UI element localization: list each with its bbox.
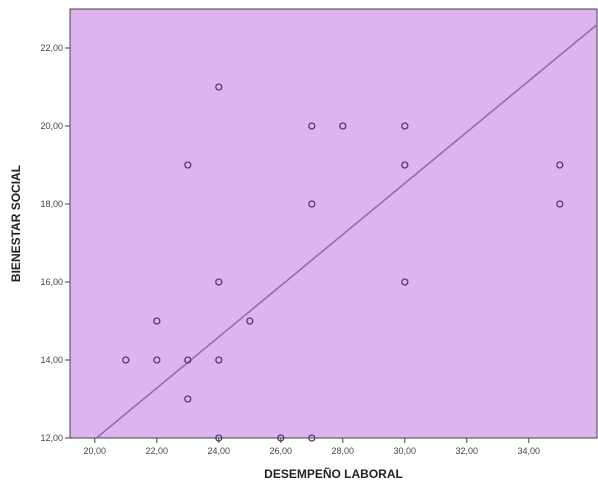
data-point xyxy=(401,122,409,130)
y-tick-label: 12,00 xyxy=(40,433,63,443)
data-point xyxy=(122,356,130,364)
y-tick-label: 18,00 xyxy=(40,199,63,209)
fit-line xyxy=(95,23,598,439)
data-point xyxy=(153,317,161,325)
data-point xyxy=(401,161,409,169)
x-tick-label: 20,00 xyxy=(84,446,107,456)
data-point xyxy=(184,395,192,403)
data-point xyxy=(215,356,223,364)
data-point xyxy=(401,278,409,286)
data-point xyxy=(308,434,316,442)
x-tick-label: 28,00 xyxy=(332,446,355,456)
data-point xyxy=(308,200,316,208)
data-point xyxy=(184,356,192,364)
x-tick-label: 26,00 xyxy=(270,446,293,456)
data-point xyxy=(215,83,223,91)
x-tick-label: 30,00 xyxy=(394,446,417,456)
data-point xyxy=(215,278,223,286)
y-axis-title: BIENESTAR SOCIAL xyxy=(9,165,23,282)
x-tick-label: 32,00 xyxy=(456,446,479,456)
data-point xyxy=(153,356,161,364)
plot-area xyxy=(69,8,598,439)
y-tick-label: 14,00 xyxy=(40,355,63,365)
y-tick-label: 16,00 xyxy=(40,277,63,287)
data-point xyxy=(184,161,192,169)
x-tick-label: 34,00 xyxy=(518,446,541,456)
data-point xyxy=(308,122,316,130)
x-axis-title: DESEMPEÑO LABORAL xyxy=(264,466,403,481)
x-tick-label: 22,00 xyxy=(146,446,169,456)
data-point xyxy=(556,200,564,208)
x-tick-label: 24,00 xyxy=(208,446,231,456)
y-tick-label: 22,00 xyxy=(40,43,63,53)
data-point xyxy=(339,122,347,130)
y-tick-label: 20,00 xyxy=(40,121,63,131)
data-point xyxy=(246,317,254,325)
data-point xyxy=(556,161,564,169)
